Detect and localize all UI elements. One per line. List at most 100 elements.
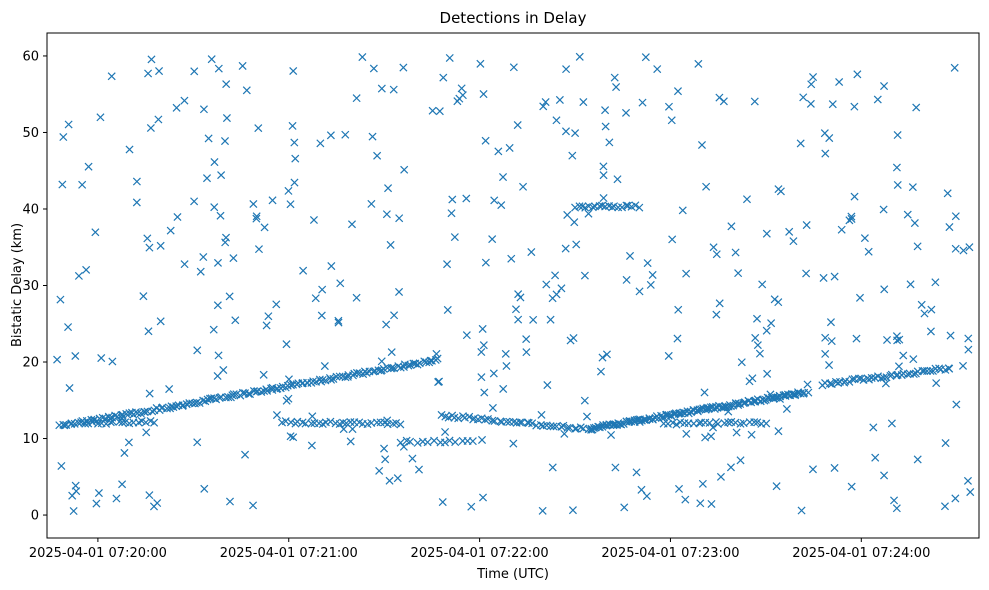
detection-point [117,413,126,422]
detection-point [435,377,444,386]
detection-point [488,403,497,412]
detection-point [289,433,298,442]
detection-point [541,98,550,107]
detection-point [803,380,812,389]
detection-point [596,367,605,376]
detection-point [646,280,655,289]
detection-point [111,411,120,420]
detection-point [216,211,225,220]
detection-point [447,209,456,218]
detection-point [576,423,585,432]
detection-point [887,419,896,428]
detection-point [311,294,320,303]
detection-point [383,416,392,425]
x-tick-label: 2025-04-01 07:23:00 [601,546,739,561]
y-tick-label: 60 [22,49,39,64]
chart-title: Detections in Delay [440,9,587,27]
detection-point [548,463,557,472]
detection-point [894,362,903,371]
detection-point [797,506,806,515]
detection-point [64,323,73,332]
detection-point [537,410,546,419]
detection-point [150,418,159,427]
detection-point [154,115,163,124]
detection-point [166,226,175,235]
detection-point [736,419,745,428]
detection-point [752,314,762,323]
detection-point [528,419,537,428]
detection-point [249,387,258,396]
detection-point [480,388,489,397]
detection-point [664,351,673,360]
detection-point [468,437,477,446]
detection-point [610,73,619,82]
detection-point [386,240,395,249]
detection-point [713,419,722,428]
detection-point [542,280,551,289]
y-tick-label: 20 [22,356,39,371]
detection-point [64,120,73,129]
detection-point [527,248,536,257]
detection-point [825,379,834,388]
detection-point [173,212,182,222]
detection-point [663,419,672,428]
detection-point [529,315,538,324]
detection-point [893,131,902,140]
detection-point [511,305,521,314]
detection-point [69,506,78,516]
detection-point [774,427,783,436]
detection-point [867,373,876,382]
detection-point [249,501,258,510]
detection-point [120,448,129,457]
detection-point [209,325,218,334]
detection-point [716,472,725,481]
detection-point [549,422,558,431]
detection-point [880,471,889,480]
detection-point [462,194,471,203]
detection-point [837,225,846,234]
detection-point [775,394,784,404]
detection-point [392,419,401,428]
detection-point [477,373,486,382]
detection-point [927,305,936,314]
detection-point [145,491,154,500]
detection-point [950,63,959,72]
detection-point [465,412,474,421]
detection-point [286,200,295,209]
detection-point [477,347,486,357]
detection-point [316,139,325,148]
detection-point [514,315,523,324]
detection-point [926,327,935,336]
detection-point [249,199,258,209]
detection-point [584,209,593,218]
detection-point [352,368,361,377]
detection-point [367,199,376,208]
detection-point [288,121,297,130]
detection-point [214,64,223,73]
detection-point [102,419,111,428]
detection-point [180,260,189,269]
detection-point [580,271,589,280]
detection-point [945,223,954,232]
detection-point [737,358,746,367]
detection-point [165,385,174,394]
detection-point [561,244,570,253]
detection-point [327,262,336,271]
detection-point [222,114,231,123]
detection-point [751,333,760,342]
detection-point [140,407,149,417]
detection-point [614,203,623,212]
detection-point [200,484,209,493]
detection-point [575,52,584,61]
detection-point [710,404,719,414]
detection-point [747,430,756,439]
detection-point [892,504,901,513]
detection-point [864,247,873,256]
detection-point [112,494,121,503]
detection-point [439,73,448,82]
detection-point [368,132,377,141]
detection-point [748,374,757,383]
detection-point [712,310,721,319]
detection-point [381,455,390,464]
detection-point [307,441,316,450]
